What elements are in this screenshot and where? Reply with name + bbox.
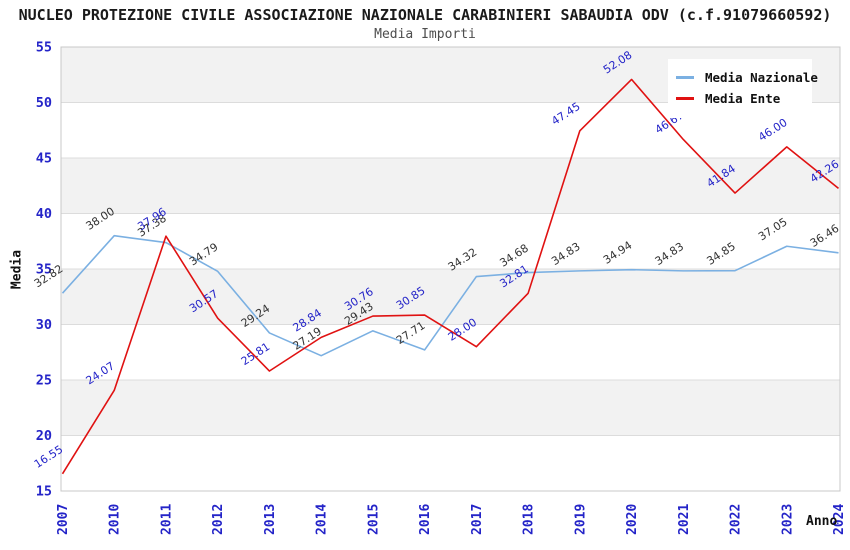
- media-nazionale-line-swatch-icon: [676, 76, 694, 79]
- x-tick-label: 2019: [573, 504, 588, 535]
- grid-band: [61, 435, 840, 491]
- chart-subtitle: Media Importi: [374, 27, 476, 42]
- y-tick-label: 35: [36, 262, 52, 278]
- plot-border: [60, 46, 841, 492]
- y-tick-label: 20: [36, 428, 52, 444]
- y-tick-label: 40: [36, 206, 52, 222]
- x-tick-label: 2022: [729, 504, 744, 535]
- grid-band: [61, 213, 840, 269]
- y-tick-label: 55: [36, 40, 52, 56]
- grid-band: [61, 380, 840, 436]
- grid-band: [61, 269, 840, 325]
- y-tick-label: 15: [36, 484, 52, 500]
- chart-title: NUCLEO PROTEZIONE CIVILE ASSOCIAZIONE NA…: [18, 6, 832, 24]
- x-tick-label: 2012: [211, 504, 226, 535]
- x-tick-label: 2015: [366, 504, 381, 535]
- legend-label: Media Nazionale: [705, 70, 818, 85]
- y-tick-label: 45: [36, 151, 52, 167]
- x-axis-title: Anno: [806, 514, 838, 529]
- x-tick-label: 2013: [263, 504, 278, 535]
- legend-item-media-nazionale: Media Nazionale: [676, 68, 818, 87]
- x-tick-label: 2021: [677, 504, 692, 535]
- y-tick-label: 25: [36, 373, 52, 389]
- y-axis-title: Media: [9, 249, 25, 290]
- grid-band: [61, 324, 840, 380]
- value-label: 16.55: [32, 443, 65, 471]
- x-tick-label: 2023: [780, 504, 795, 535]
- series-line-media-ente: [61, 78, 840, 475]
- x-tick-label: 2010: [108, 504, 123, 535]
- x-tick-label: 2014: [315, 504, 330, 535]
- x-tick-label: 2018: [522, 504, 537, 535]
- legend: Media Nazionale Media Ente: [668, 59, 818, 118]
- x-tick-label: 2011: [159, 504, 174, 535]
- x-tick-label: 2024: [832, 504, 847, 535]
- x-tick-label: 2020: [625, 504, 640, 535]
- x-tick-label: 2007: [56, 504, 71, 535]
- y-tick-label: 50: [36, 95, 52, 111]
- legend-item-media-ente: Media Ente: [676, 89, 804, 108]
- y-tick-label: 30: [36, 317, 52, 333]
- x-tick-label: 2017: [470, 504, 485, 535]
- series-line-media-nazionale: [61, 234, 839, 357]
- x-tick-label: 2016: [418, 504, 433, 535]
- legend-label: Media Ente: [705, 91, 781, 106]
- media-ente-line-swatch-icon: [676, 97, 694, 100]
